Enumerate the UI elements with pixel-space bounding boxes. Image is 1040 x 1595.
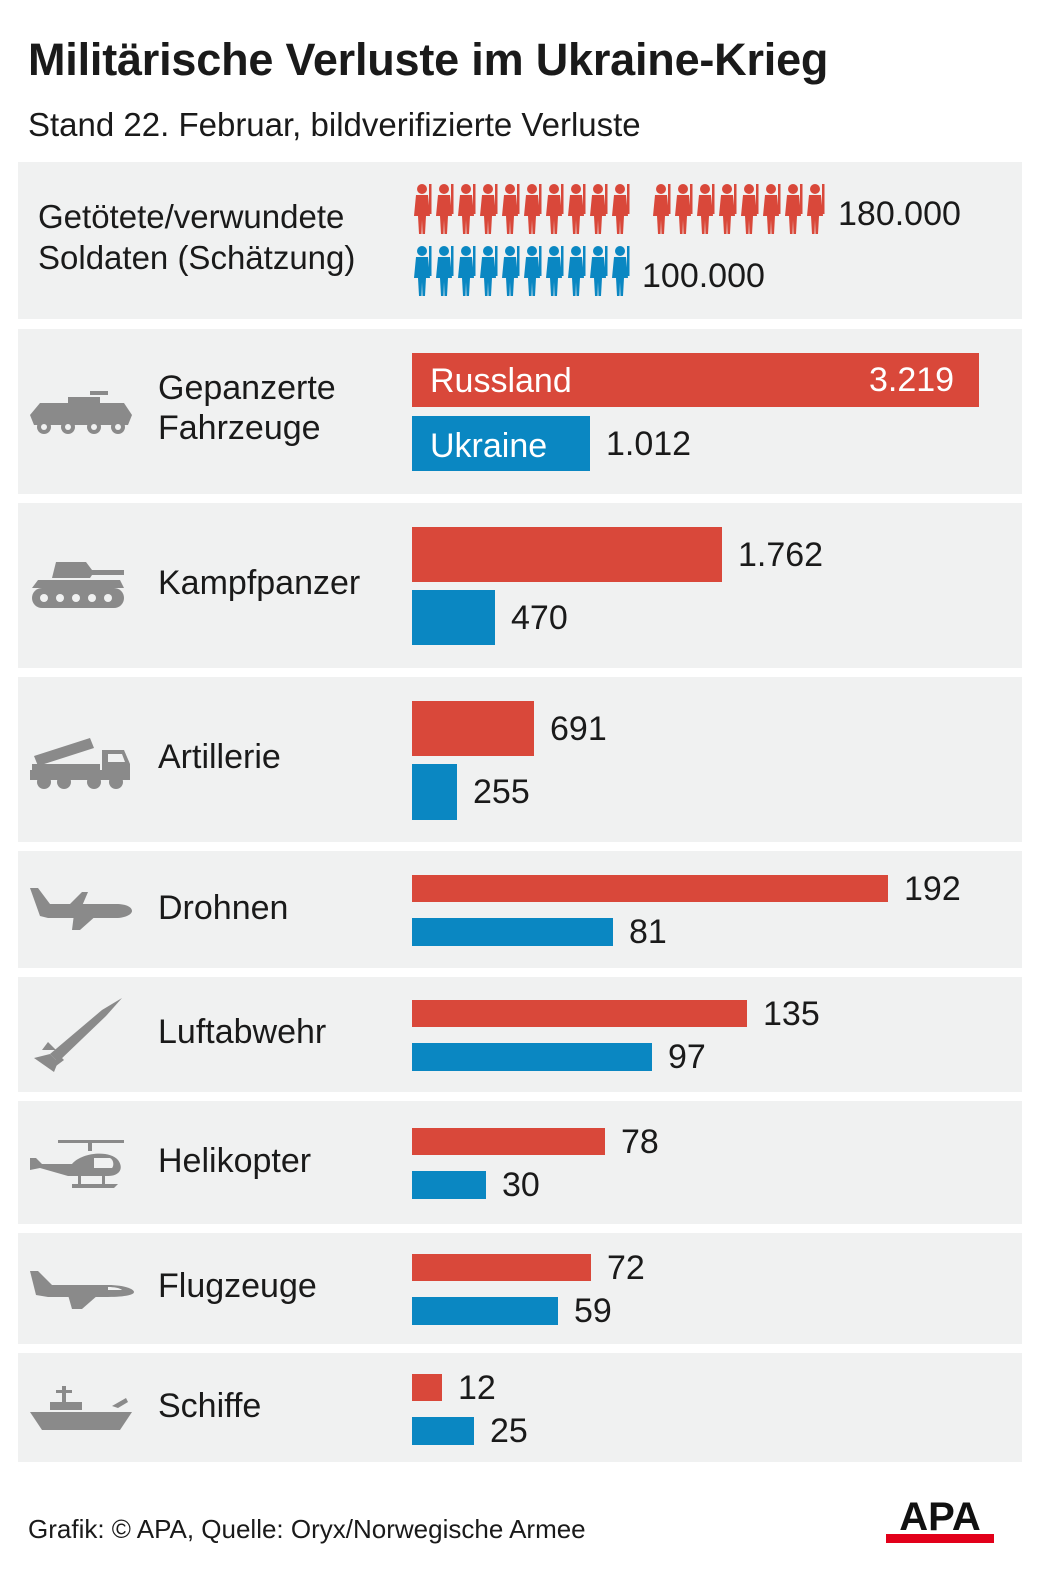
row-label-aircraft: Flugzeuge [158, 1267, 317, 1305]
row-label-tanks: Kampfpanzer [158, 564, 361, 602]
row-label-armored: Gepanzerte Fahrzeuge [158, 368, 336, 448]
page-subtitle: Stand 22. Februar, bildverifizierte Verl… [28, 106, 641, 143]
value-ukraine-2: 255 [473, 773, 530, 811]
ship-icon [30, 1386, 132, 1430]
page-title: Militärische Verluste im Ukraine-Krieg [28, 34, 829, 85]
bar-russland-4 [412, 1000, 747, 1027]
footer-credit: Grafik: © APA, Quelle: Oryx/Norwegische … [28, 1514, 586, 1544]
row-panel-ships [18, 1353, 1022, 1462]
value-ukraine-0: 1.012 [606, 424, 692, 463]
row-label-ships: Schiffe [158, 1387, 262, 1425]
bar-russland-5 [412, 1128, 605, 1155]
value-russland-4: 135 [763, 994, 820, 1033]
value-russland-0: 3.219 [869, 361, 955, 399]
value-russland-3: 192 [904, 869, 961, 908]
helicopter-icon [30, 1140, 124, 1188]
value-russland-7: 12 [458, 1368, 496, 1407]
bar-ukraine-3 [412, 918, 613, 946]
soldiers-label-line1: Getötete/verwundete [38, 198, 345, 235]
value-ukraine-1: 470 [511, 598, 568, 637]
bar-russland-2 [412, 701, 534, 756]
soldiers-label-line2: Soldaten (Schätzung) [38, 239, 356, 276]
rocket-launcher-icon [30, 738, 130, 789]
armored-vehicle-icon [30, 391, 132, 434]
row-panel-helicopters [18, 1101, 1022, 1224]
soldiers-label: Getötete/verwundete Soldaten (Schätzung) [38, 196, 355, 278]
bar-russland-1 [412, 527, 722, 582]
drone-icon [30, 888, 132, 930]
bar-ukraine-2 [412, 764, 457, 820]
value-russland-2: 691 [550, 709, 607, 748]
airplane-icon [30, 1271, 134, 1309]
value-ukraine-4: 97 [668, 1038, 706, 1076]
row-panel-drones [18, 851, 1022, 968]
value-russland-5: 78 [621, 1122, 659, 1161]
row-label-helicopters: Helikopter [158, 1142, 312, 1180]
value-ukraine-6: 59 [574, 1292, 612, 1330]
soldiers-panel [18, 162, 1022, 319]
bar-ukraine-4 [412, 1043, 652, 1071]
row-label-air-defense: Luftabwehr [158, 1013, 327, 1051]
row-panel-air-defense [18, 977, 1022, 1092]
value-ukraine-5: 30 [502, 1166, 540, 1204]
bar-ukraine-1 [412, 590, 495, 645]
bar-russland-3 [412, 875, 888, 902]
row-panel-aircraft [18, 1233, 1022, 1344]
tank-icon [32, 562, 124, 608]
bar-ukraine-0 [412, 416, 590, 471]
soldiers-russia-value: 180.000 [838, 195, 961, 233]
bar-russland-6 [412, 1254, 591, 1281]
legend-ukraine: Ukraine [430, 427, 548, 465]
apa-logo-text: APA [899, 1495, 980, 1539]
legend-russland: Russland [430, 362, 572, 400]
row-label-armored-line1: Gepanzerte [158, 369, 336, 407]
bar-ukraine-5 [412, 1171, 486, 1199]
bar-ukraine-7 [412, 1417, 474, 1445]
soldiers-ukraine-value: 100.000 [642, 257, 765, 295]
bar-russland-7 [412, 1374, 442, 1401]
row-label-artillery: Artillerie [158, 738, 281, 776]
row-label-drones: Drohnen [158, 889, 289, 927]
value-ukraine-7: 25 [490, 1412, 528, 1450]
apa-logo: APA [886, 1495, 994, 1543]
bar-russland-0 [412, 353, 979, 407]
value-russland-1: 1.762 [738, 535, 824, 574]
bar-ukraine-6 [412, 1297, 558, 1325]
row-label-armored-line2: Fahrzeuge [158, 409, 321, 447]
apa-logo-bar [886, 1534, 994, 1543]
missile-icon [34, 998, 122, 1072]
value-ukraine-3: 81 [629, 913, 667, 951]
value-russland-6: 72 [607, 1248, 645, 1287]
